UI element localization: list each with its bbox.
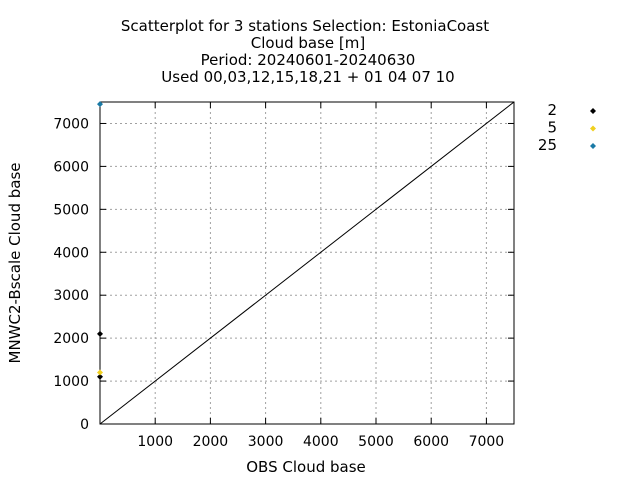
y-tick-label: 0 xyxy=(80,417,89,433)
y-tick-label: 6000 xyxy=(53,159,89,175)
x-tick-label: 2000 xyxy=(193,434,229,450)
legend-label: 5 xyxy=(547,119,557,137)
plot-frame xyxy=(99,101,515,425)
x-tick-label: 7000 xyxy=(469,434,505,450)
title-line-3: Period: 20240601-20240630 xyxy=(201,51,416,69)
legend-label: 2 xyxy=(547,101,557,119)
y-tick-label: 7000 xyxy=(53,116,89,132)
x-tick-label: 5000 xyxy=(358,434,394,450)
title-line-2: Cloud base [m] xyxy=(251,34,365,52)
data-point xyxy=(97,101,103,108)
x-tick-label: 4000 xyxy=(303,434,339,450)
data-point xyxy=(97,330,103,337)
x-axis-label: OBS Cloud base xyxy=(246,458,366,476)
y-tick-label: 2000 xyxy=(53,331,89,347)
y-tick-label: 3000 xyxy=(53,288,89,304)
legend-label: 25 xyxy=(538,136,557,154)
legend-marker xyxy=(590,125,596,132)
y-tick-label: 5000 xyxy=(53,202,89,218)
y-tick-label: 4000 xyxy=(53,245,89,261)
x-tick-label: 3000 xyxy=(248,434,284,450)
title-line-4: Used 00,03,12,15,18,21 + 01 04 07 10 xyxy=(161,68,454,86)
data-point xyxy=(97,373,103,380)
x-axis-ticks: 1000 2000 3000 4000 5000 6000 7000 xyxy=(137,102,504,450)
y-axis-label: MNWC2-Bscale Cloud base xyxy=(6,163,24,364)
y-tick-label: 1000 xyxy=(53,374,89,390)
data-point xyxy=(97,369,103,376)
chart-title: Scatterplot for 3 stations Selection: Es… xyxy=(121,17,489,86)
data-points xyxy=(97,101,103,380)
x-tick-label: 6000 xyxy=(413,434,449,450)
legend-marker xyxy=(590,108,596,114)
x-tick-label: 1000 xyxy=(137,434,173,450)
grid xyxy=(100,102,514,424)
legend-marker xyxy=(590,143,596,149)
y-axis-ticks: 0 1000 2000 3000 4000 5000 6000 7000 xyxy=(53,116,514,433)
title-line-1: Scatterplot for 3 stations Selection: Es… xyxy=(121,17,489,35)
one-to-one-line xyxy=(99,101,515,425)
